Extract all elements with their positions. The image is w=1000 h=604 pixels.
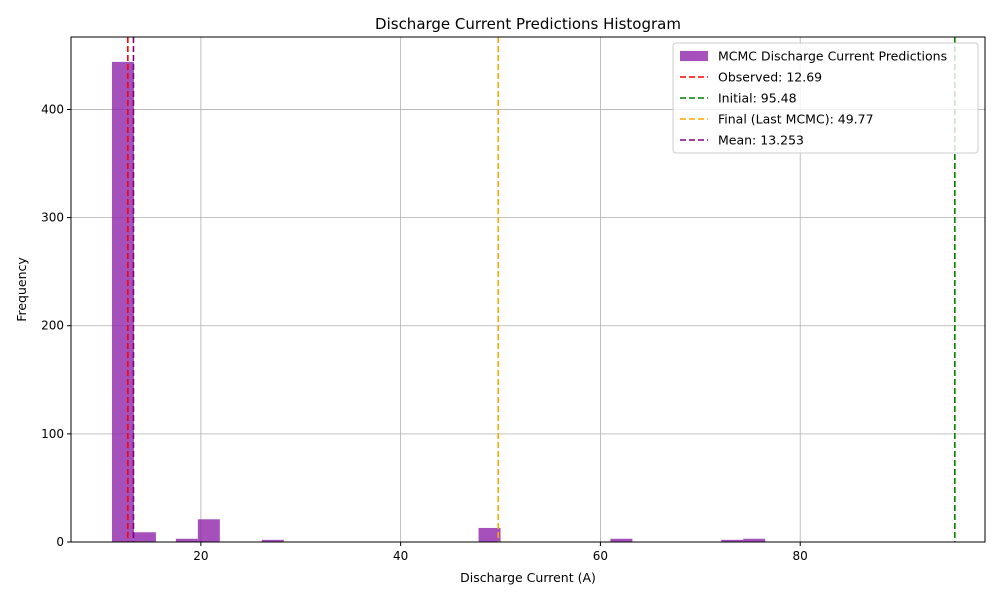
y-axis-label: Frequency — [14, 257, 29, 322]
histogram-bar — [111, 61, 134, 542]
histogram-bars — [111, 61, 766, 542]
y-tick-label: 0 — [56, 535, 64, 549]
legend-label: MCMC Discharge Current Predictions — [718, 49, 947, 64]
y-tick-label: 100 — [41, 427, 64, 441]
plot-frame — [70, 36, 986, 543]
histogram-bar — [743, 538, 766, 542]
legend-label: Final (Last MCMC): 49.77 — [718, 112, 874, 127]
histogram-bar — [721, 539, 744, 542]
x-tick-label: 40 — [393, 549, 408, 563]
histogram-bar — [197, 519, 220, 542]
legend-box — [672, 42, 979, 154]
legend-label: Mean: 13.253 — [718, 133, 804, 148]
legend: MCMC Discharge Current Predictions Observ… — [672, 42, 979, 154]
axis-ticks: 20 40 60 80 0 100 200 300 400 — [41, 102, 808, 563]
chart-title: Discharge Current Predictions Histogram — [375, 15, 681, 33]
y-tick-label: 400 — [41, 102, 64, 116]
histogram-bar — [175, 538, 198, 542]
legend-swatch — [680, 51, 708, 61]
histogram-bar — [261, 539, 284, 542]
legend-label: Observed: 12.69 — [718, 70, 822, 85]
y-tick-label: 300 — [41, 211, 64, 225]
x-tick-label: 20 — [193, 549, 208, 563]
x-tick-label: 60 — [593, 549, 608, 563]
y-tick-label: 200 — [41, 319, 64, 333]
histogram-bar — [610, 538, 633, 542]
x-axis-label: Discharge Current (A) — [460, 570, 596, 585]
x-tick-label: 80 — [793, 549, 808, 563]
legend-label: Initial: 95.48 — [718, 91, 797, 106]
histogram-bar — [133, 532, 156, 542]
histogram-bar — [478, 527, 501, 542]
